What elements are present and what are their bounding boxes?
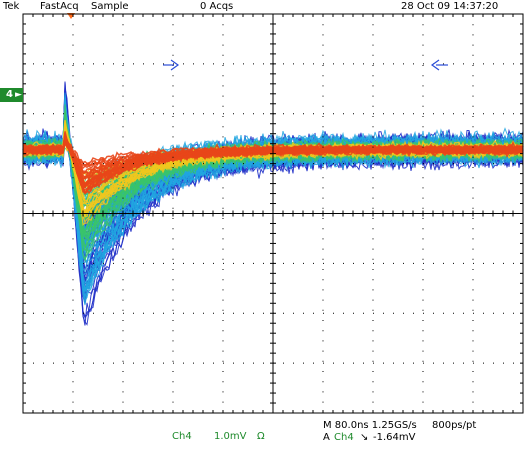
trigger-level-readout[interactable]: -1.64mV bbox=[373, 432, 416, 443]
trigger-position-icon[interactable] bbox=[67, 13, 75, 19]
datetime-display: 28 Oct 09 14:37:20 bbox=[401, 1, 499, 12]
channel-readout[interactable]: Ch4 bbox=[172, 431, 192, 442]
graticule bbox=[22, 13, 524, 414]
acquisition-mode-label[interactable]: FastAcq bbox=[40, 1, 79, 12]
cursor-2-arrowhead-icon bbox=[430, 59, 440, 71]
acquisition-count: 0 Acqs bbox=[200, 1, 234, 12]
horizontal-cursors bbox=[163, 59, 448, 71]
status-bar: Tek FastAcq Sample 0 Acqs 28 Oct 09 14:3… bbox=[0, 0, 525, 14]
resolution-readout: 800ps/pt bbox=[432, 420, 477, 431]
channel-number: 4 bbox=[6, 89, 13, 100]
channel-4-ground-marker[interactable]: 4 ► bbox=[0, 88, 23, 102]
coupling-icon: Ω bbox=[257, 431, 265, 442]
volts-per-div-readout[interactable]: 1.0mV bbox=[214, 431, 247, 442]
horizontal-readout[interactable]: M 80.0ns 1.25GS/s bbox=[323, 420, 417, 431]
trigger-channel[interactable]: Ch4 bbox=[334, 432, 354, 443]
cursor-1-arrowhead-icon bbox=[170, 59, 180, 71]
brand-label: Tek bbox=[3, 1, 20, 12]
ground-arrow-icon: ► bbox=[15, 90, 22, 100]
sampling-mode-label[interactable]: Sample bbox=[91, 1, 129, 12]
trigger-slope-icon: ↘ bbox=[360, 432, 369, 443]
trigger-prefix: A bbox=[323, 432, 330, 443]
